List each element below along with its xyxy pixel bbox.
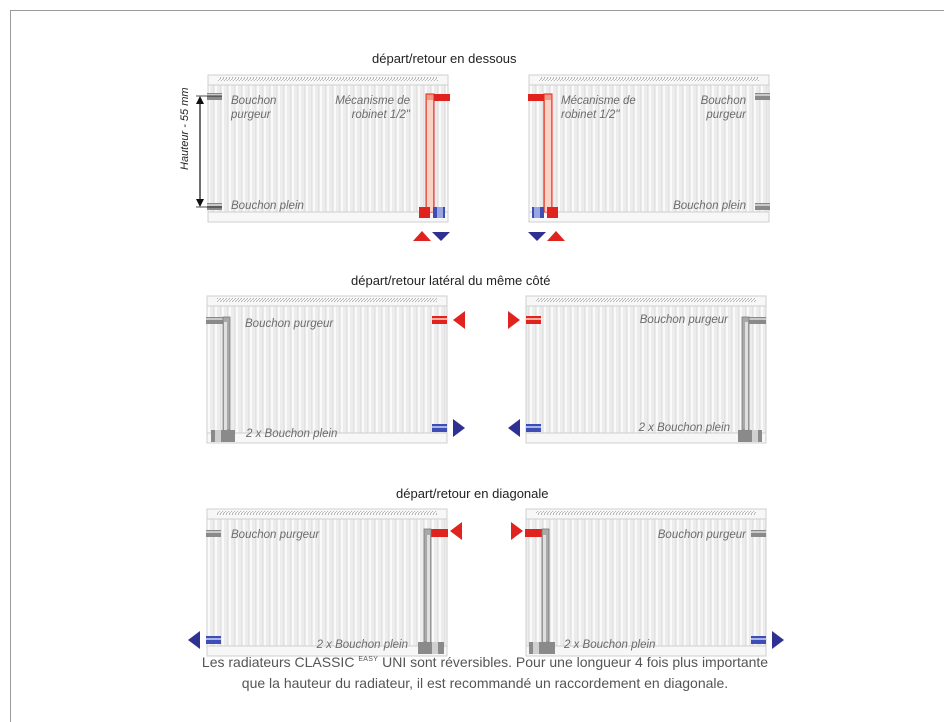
radiator-diagonal-right [206, 508, 448, 657]
label-bouchon-purgeur-r3b: Bouchon purgeur [657, 529, 746, 541]
flow-arrows-diagonal-left [511, 522, 784, 649]
label-bouchon-purgeur-r3a: Bouchon purgeur [231, 529, 320, 541]
radiator-same-side-left [525, 295, 767, 444]
flow-arrows-bottom-left [528, 231, 565, 241]
label-bouchon-purgeur-r1b: Bouchon purgeur [700, 95, 746, 121]
label-bouchon-plein-r1a: Bouchon plein [231, 200, 304, 212]
label-bouchon-purgeur-r1a: Bouchon purgeur [231, 95, 277, 121]
section-heading-same-side: départ/retour latéral du même côté [351, 273, 551, 288]
flow-arrows-same-side-right [453, 311, 465, 437]
section-heading-diagonal: départ/retour en diagonale [396, 486, 549, 501]
flow-arrows-bottom-right [413, 231, 450, 241]
label-height: Hauteur - 55 mm [179, 87, 191, 170]
flow-arrows-diagonal-right [188, 522, 462, 649]
label-bouchon-purgeur-r2b: Bouchon purgeur [639, 314, 728, 326]
section-heading-bottom: départ/retour en dessous [372, 51, 517, 66]
label-mecanisme-r1a: Mécanisme de robinet 1/2" [335, 95, 410, 121]
radiator-diagonal-left [525, 508, 767, 657]
label-2x-bouchon-plein-r3b: 2 x Bouchon plein [564, 639, 656, 651]
radiator-bottom-right [207, 74, 450, 223]
flow-arrows-same-side-left [508, 311, 520, 437]
height-dimension [196, 95, 222, 208]
label-bouchon-purgeur-r2a: Bouchon purgeur [245, 318, 334, 330]
radiator-same-side-right [206, 295, 448, 444]
label-bouchon-plein-r1b: Bouchon plein [673, 200, 746, 212]
label-2x-bouchon-plein-r2a: 2 x Bouchon plein [246, 428, 338, 440]
figure-frame [10, 10, 944, 722]
footer-note: Les radiateurs CLASSIC EASY UNI sont rév… [201, 654, 769, 691]
label-2x-bouchon-plein-r3a: 2 x Bouchon plein [316, 639, 408, 651]
label-mecanisme-r1b: Mécanisme de robinet 1/2" [561, 95, 636, 121]
radiator-bottom-left [528, 74, 770, 223]
label-2x-bouchon-plein-r2b: 2 x Bouchon plein [638, 422, 730, 434]
